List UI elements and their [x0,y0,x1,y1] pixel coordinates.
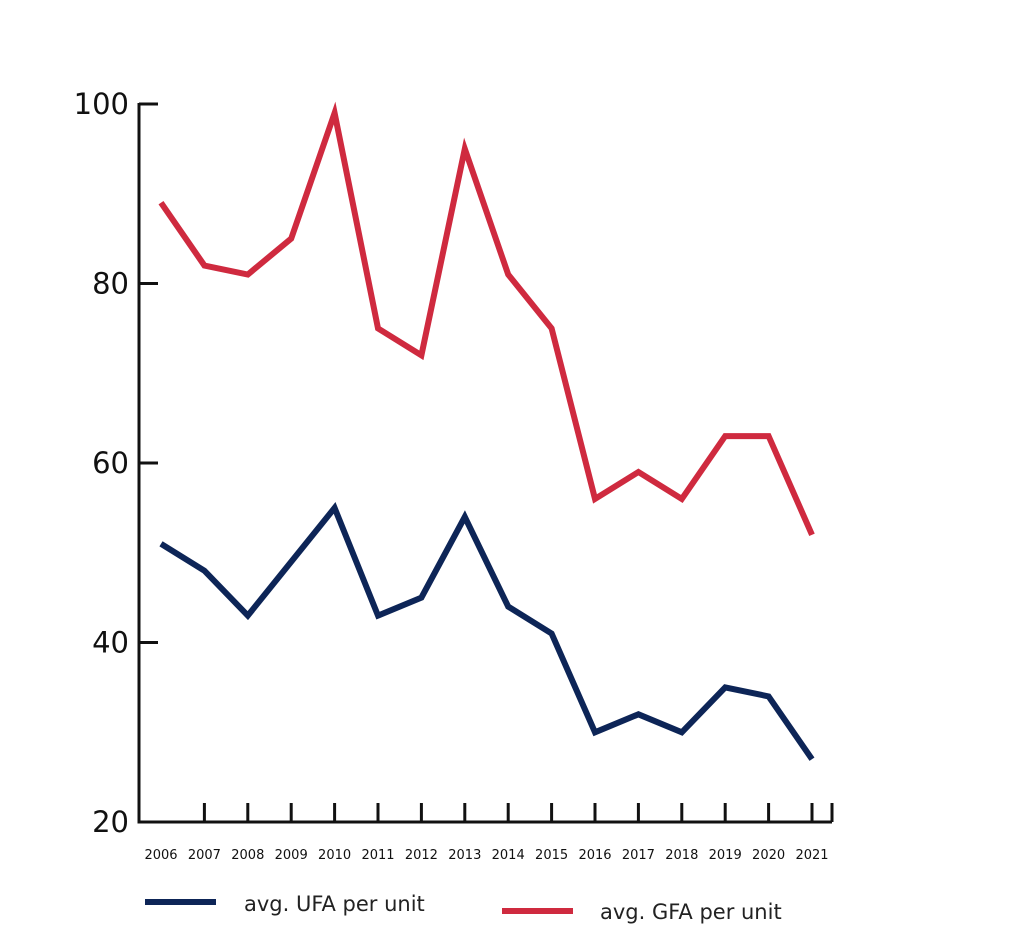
x-tick-label: 2009 [275,848,308,863]
y-tick-label: 40 [92,626,129,660]
legend-label: avg. UFA per unit [244,892,425,916]
x-tick-label: 2018 [665,848,698,863]
x-tick-label: 2007 [188,848,221,863]
legend: avg. UFA per unit avg. GFA per unit [145,892,782,924]
x-tick-label: 2012 [405,848,438,863]
x-tick-label: 2006 [144,848,177,863]
x-tick-label: 2020 [752,848,785,863]
axes: 20 40 60 80 100 2006 2007 2008 2009 2010 2011 2012 2… [74,87,834,863]
y-tick-label: 80 [92,267,129,301]
series-line-ufa [159,502,815,761]
x-tick-label: 2014 [492,848,525,863]
y-tick-label: 100 [74,87,129,121]
legend-label: avg. GFA per unit [600,900,782,924]
legend-item-gfa: avg. GFA per unit [502,900,782,924]
series-line-gfa [158,101,815,537]
legend-item-ufa: avg. UFA per unit [145,892,425,916]
x-tick-label: 2008 [231,848,264,863]
x-tick-label: 2013 [448,848,481,863]
x-tick-label: 2021 [795,848,828,863]
y-tick-label: 60 [92,446,129,480]
x-tick-label: 2017 [622,848,655,863]
x-tick-label: 2019 [709,848,742,863]
x-tick-label: 2015 [535,848,568,863]
x-tick-label: 2010 [318,848,351,863]
x-tick-label: 2011 [361,848,394,863]
y-tick-label: 20 [92,805,129,839]
x-tick-label: 2016 [578,848,611,863]
series-lines [158,101,815,761]
